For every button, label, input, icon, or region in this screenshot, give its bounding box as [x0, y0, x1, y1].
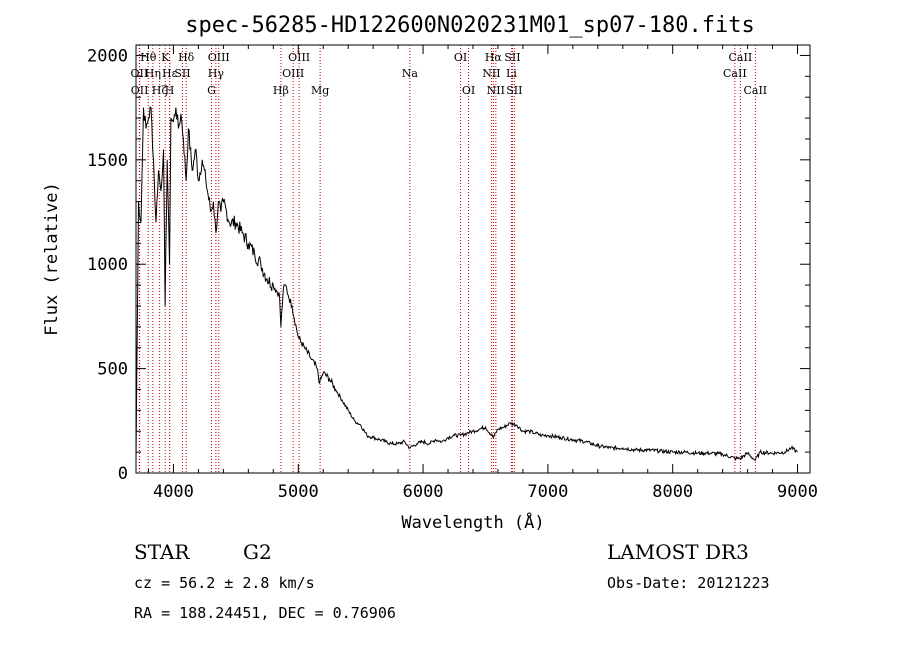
line-label-22: NII	[487, 84, 505, 97]
line-label-7: Hε	[162, 67, 178, 80]
x-tick-label-4: 8000	[652, 482, 693, 502]
x-tick-label-2: 6000	[403, 482, 444, 502]
object-subclass: G2	[243, 540, 272, 564]
line-label-28: CaII	[743, 84, 767, 97]
y-tick-label-3: 1500	[87, 151, 128, 171]
line-label-0: Hθ	[140, 51, 157, 64]
line-label-16: Mg	[311, 84, 329, 97]
line-label-9: SII	[174, 67, 190, 80]
line-label-11: Hγ	[208, 67, 225, 80]
x-tick-label-0: 4000	[153, 482, 194, 502]
survey-name: LAMOST DR3	[607, 540, 749, 564]
chart-title: spec-56285-HD122600N020231M01_sp07-180.f…	[185, 13, 755, 38]
line-label-1: OII	[131, 67, 149, 80]
line-label-4: Hζ	[152, 84, 168, 97]
ra-dec-coordinates: RA = 188.24451, DEC = 0.76906	[134, 604, 396, 622]
line-label-21: NII	[482, 67, 500, 80]
y-axis-label: Flux (relative)	[42, 182, 62, 336]
x-tick-label-3: 7000	[527, 482, 568, 502]
y-tick-label-4: 2000	[87, 46, 128, 66]
x-axis-label: Wavelength (Å)	[401, 511, 544, 533]
line-label-20: Hα	[485, 51, 503, 64]
observation-date: Obs-Date: 20121223	[607, 574, 770, 592]
x-tick-label-1: 5000	[278, 482, 319, 502]
line-label-26: CaII	[729, 51, 753, 64]
line-label-19: OI	[462, 84, 475, 97]
object-class: STAR	[134, 540, 190, 564]
plot-frame	[135, 44, 811, 474]
line-label-10: OIII	[208, 51, 230, 64]
y-tick-label-1: 500	[97, 360, 128, 380]
line-label-13: Hβ	[273, 84, 289, 97]
line-label-17: Na	[402, 67, 419, 80]
line-label-12: G	[207, 84, 216, 97]
axis-ticks: 4000 5000 6000 7000 8000 9000 0 500 1000 1500 2000	[87, 45, 818, 502]
line-label-18: OI	[454, 51, 467, 64]
line-label-6: H	[165, 84, 175, 97]
line-label-2: OII	[131, 84, 149, 97]
spectrum-series-line	[135, 106, 798, 463]
line-label-15: OIII	[282, 67, 304, 80]
line-label-8: Hδ	[178, 51, 195, 64]
line-label-5: K	[161, 51, 170, 64]
line-label-14: OIII	[288, 51, 310, 64]
line-label-3: Hη	[145, 67, 161, 80]
line-label-24: Li	[506, 67, 517, 80]
spectral-line-markers	[138, 45, 756, 473]
redshift-cz: cz = 56.2 ± 2.8 km/s	[134, 574, 315, 592]
x-tick-label-5: 9000	[777, 482, 818, 502]
line-label-25: SII	[506, 84, 522, 97]
y-tick-label-0: 0	[118, 464, 128, 484]
line-label-23: SII	[504, 51, 520, 64]
y-tick-label-2: 1000	[87, 255, 128, 275]
line-label-27: CaII	[723, 67, 747, 80]
